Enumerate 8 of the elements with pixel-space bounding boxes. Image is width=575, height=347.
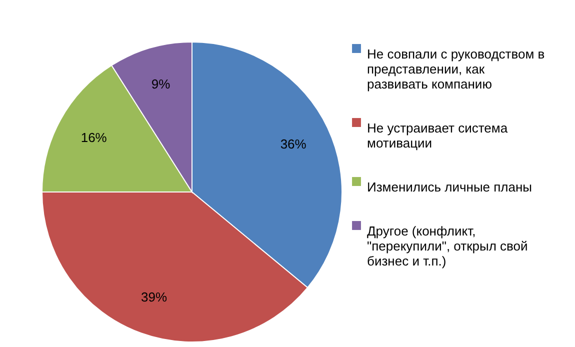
data-label: 39% (141, 289, 168, 304)
data-label: 36% (280, 136, 307, 152)
legend-label: Не устраивает система мотивации (367, 120, 508, 150)
legend-label: Изменились личные планы (367, 180, 532, 194)
data-label: 9% (151, 76, 171, 92)
legend-label: Не совпали с руководством в представлении, как развивать компанию (367, 46, 545, 92)
data-label: 16% (80, 130, 108, 146)
legend-label: Другое (конфликт, "перекупили", открыл свой бизнес и т.п.) (367, 224, 528, 268)
